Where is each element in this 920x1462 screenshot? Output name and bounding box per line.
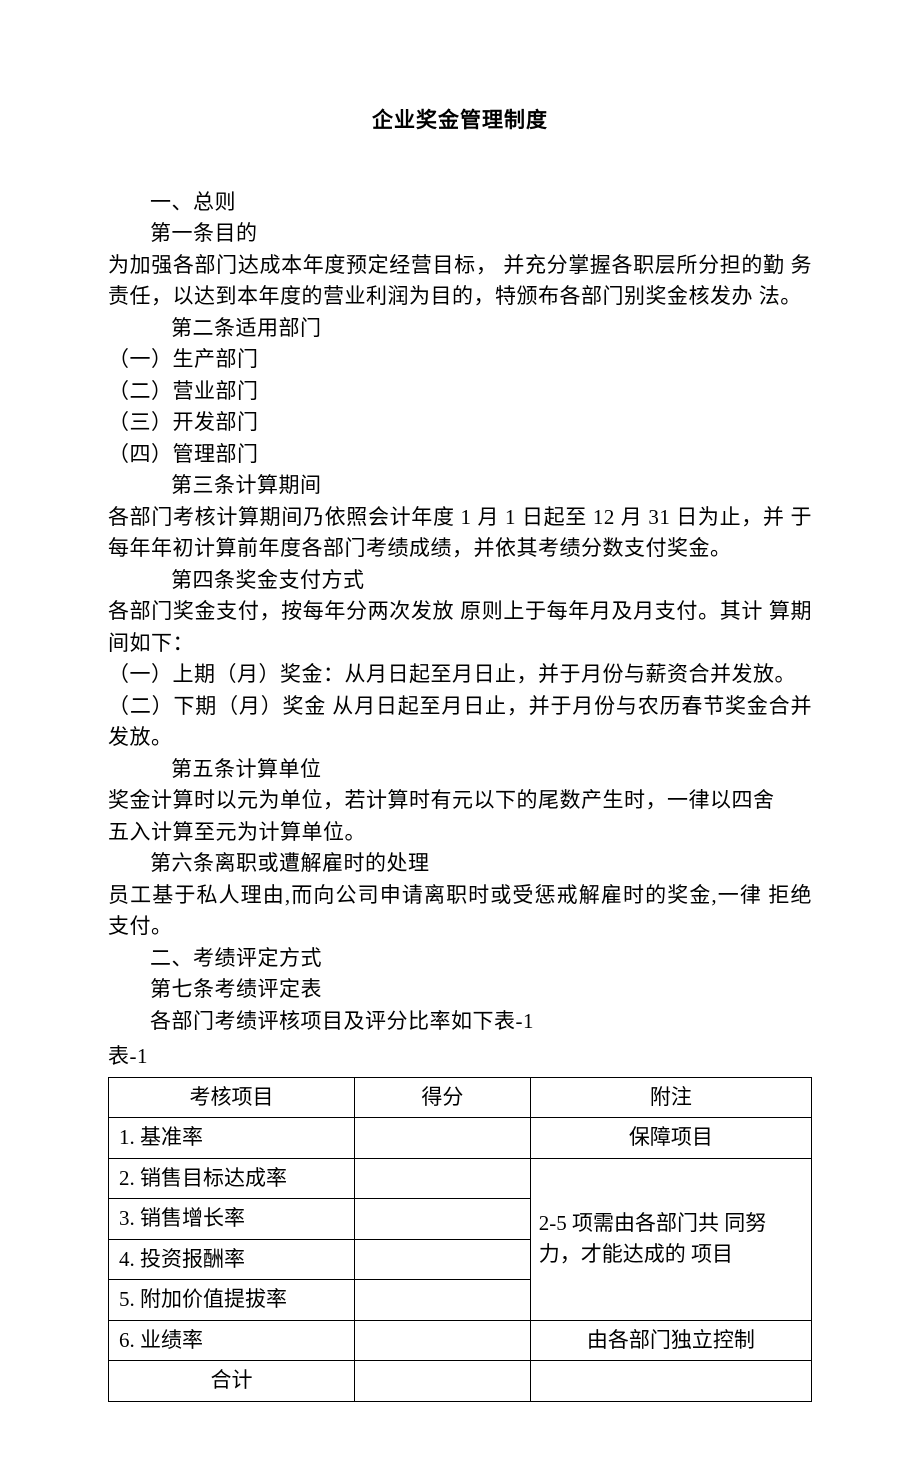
article-2-heading: 第二条适用部门 [108,313,812,345]
article-5-body-2: 五入计算至元为计算单位。 [108,817,812,849]
article-2-item-1: （一）生产部门 [108,344,812,376]
table-row: 6. 业绩率 由各部门独立控制 [109,1320,812,1361]
table-header-1: 考核项目 [109,1077,355,1118]
table-header-3: 附注 [530,1077,811,1118]
table-cell: 2. 销售目标达成率 [109,1158,355,1199]
table-cell [355,1118,531,1159]
table-cell [355,1199,531,1240]
article-4-item-1: （一）上期（月）奖金：从月日起至月日止，并于月份与薪资合并发放。 [108,659,812,691]
article-2-item-4: （四）管理部门 [108,439,812,471]
document-title: 企业奖金管理制度 [108,105,812,137]
article-5-heading: 第五条计算单位 [108,754,812,786]
table-header-2: 得分 [355,1077,531,1118]
table-cell: 1. 基准率 [109,1118,355,1159]
article-3-heading: 第三条计算期间 [108,470,812,502]
table-cell [355,1239,531,1280]
article-4-body: 各部门奖金支付，按每年分两次发放 原则上于每年月及月支付。其计 算期间如下： [108,596,812,659]
table-cell: 6. 业绩率 [109,1320,355,1361]
article-2-item-2: （二）营业部门 [108,376,812,408]
evaluation-table: 考核项目 得分 附注 1. 基准率 保障项目 2. 销售目标达成率 2-5 项需… [108,1077,812,1402]
table-cell: 4. 投资报酬率 [109,1239,355,1280]
article-7-heading: 第七条考绩评定表 [108,974,812,1006]
article-1-heading: 第一条目的 [108,218,812,250]
table-cell [530,1361,811,1402]
table-cell [355,1280,531,1321]
table-cell: 保障项目 [530,1118,811,1159]
table-header-row: 考核项目 得分 附注 [109,1077,812,1118]
table-cell: 5. 附加价值提拔率 [109,1280,355,1321]
article-6-heading: 第六条离职或遭解雇时的处理 [108,848,812,880]
table-cell: 由各部门独立控制 [530,1320,811,1361]
article-1-body: 为加强各部门达成本年度预定经营目标， 并充分掌握各职层所分担的勤 务责任，以达到… [108,250,812,313]
table-row: 2. 销售目标达成率 2-5 项需由各部门共 同努力，才能达成的 项目 [109,1158,812,1199]
article-3-body: 各部门考核计算期间乃依照会计年度 1 月 1 日起至 12 月 31 日为止，并… [108,502,812,565]
table-cell: 合计 [109,1361,355,1402]
table-cell [355,1361,531,1402]
article-4-item-2: （二）下期（月）奖金 从月日起至月日止，并于月份与农历春节奖金合并 发放。 [108,691,812,754]
table-cell: 3. 销售增长率 [109,1199,355,1240]
table-label: 表-1 [108,1041,812,1073]
section-2-heading: 二、考绩评定方式 [108,943,812,975]
article-2-item-3: （三）开发部门 [108,407,812,439]
table-cell [355,1158,531,1199]
table-row-total: 合计 [109,1361,812,1402]
table-cell [355,1320,531,1361]
article-7-body: 各部门考绩评核项目及评分比率如下表-1 [108,1006,812,1038]
article-4-heading: 第四条奖金支付方式 [108,565,812,597]
article-5-body-1: 奖金计算时以元为单位，若计算时有元以下的尾数产生时，一律以四舍 [108,785,812,817]
section-1-heading: 一、总则 [108,187,812,219]
table-row: 1. 基准率 保障项目 [109,1118,812,1159]
table-cell-merged-note: 2-5 项需由各部门共 同努力，才能达成的 项目 [530,1158,811,1320]
article-6-body: 员工基于私人理由,而向公司申请离职时或受惩戒解雇时的奖金,一律 拒绝支付。 [108,880,812,943]
